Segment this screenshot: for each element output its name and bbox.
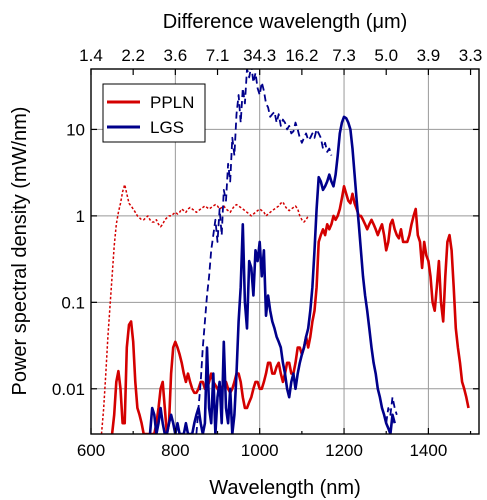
axis-ticks [90, 69, 479, 434]
left-tick-labels: 0.01 0.1 1 10 [52, 120, 85, 398]
top-tick-label-6: 7.3 [332, 46, 356, 65]
y-axis-label: Power spectral density (mW/nm) [9, 107, 31, 396]
y-tick-label-1: 0.1 [61, 293, 85, 312]
series-ppln-dotted-line-0 [100, 183, 309, 434]
top-tick-label-3: 7.1 [206, 46, 230, 65]
top-tick-label-2: 3.6 [164, 46, 188, 65]
y-tick-label-0: 0.01 [52, 380, 85, 399]
series-lgs-dashed-line-0 [195, 69, 333, 434]
top-tick-label-4: 34.3 [243, 46, 276, 65]
plot-frame [90, 68, 480, 435]
top-tick-label-9: 3.3 [459, 46, 483, 65]
bottom-tick-labels: 600 800 1000 1200 1400 [77, 441, 447, 460]
y-tick-label-2: 1 [76, 207, 85, 226]
top-tick-label-7: 5.0 [374, 46, 398, 65]
x-tick-label-3: 1200 [325, 441, 363, 460]
x-tick-label-4: 1400 [409, 441, 447, 460]
x-tick-label-1: 800 [161, 441, 189, 460]
top-tick-label-1: 2.2 [121, 46, 145, 65]
x-tick-label-2: 1000 [241, 441, 279, 460]
legend-label-ppln: PPLN [150, 93, 194, 112]
y-tick-label-3: 10 [66, 120, 85, 139]
top-tick-label-0: 1.4 [79, 46, 103, 65]
series-layer [100, 69, 470, 434]
top-tick-labels: 1.4 2.2 3.6 7.1 34.3 16.2 7.3 5.0 3.9 3.3 [79, 46, 482, 65]
series-lgs-solid-line-0 [148, 115, 396, 434]
x-tick-label-0: 600 [77, 441, 105, 460]
legend-box [102, 83, 206, 143]
top-axis-label: Difference wavelength (μm) [163, 11, 408, 33]
series-lgs-dashed-line-1 [385, 396, 398, 424]
series-ppln-solid-line-0 [110, 185, 470, 434]
top-tick-label-8: 3.9 [417, 46, 441, 65]
x-axis-label: Wavelength (nm) [209, 477, 361, 499]
top-tick-label-5: 16.2 [285, 46, 318, 65]
legend-label-lgs: LGS [150, 118, 184, 137]
legend: PPLN LGS [102, 83, 206, 143]
